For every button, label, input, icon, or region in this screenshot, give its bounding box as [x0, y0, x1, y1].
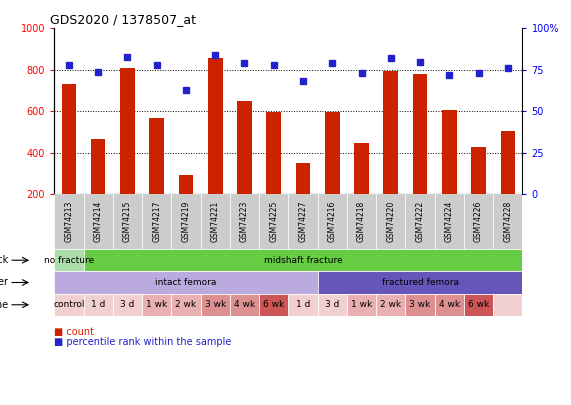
Bar: [150, 117, 164, 194]
Bar: [471, 147, 486, 194]
Bar: [54, 271, 317, 294]
Bar: [237, 101, 252, 194]
Bar: [54, 294, 83, 316]
Text: GSM74221: GSM74221: [211, 201, 220, 242]
Text: ■ count: ■ count: [54, 327, 94, 337]
Text: 2 wk: 2 wk: [175, 300, 196, 309]
Text: 1 d: 1 d: [91, 300, 105, 309]
Text: ■ percentile rank within the sample: ■ percentile rank within the sample: [54, 337, 232, 347]
Text: GSM74224: GSM74224: [445, 201, 454, 243]
Bar: [435, 194, 464, 249]
Bar: [142, 294, 171, 316]
Text: 1 wk: 1 wk: [351, 300, 372, 309]
Bar: [83, 194, 112, 249]
Bar: [179, 175, 193, 194]
Bar: [384, 71, 398, 194]
Bar: [267, 113, 281, 194]
Text: GSM74214: GSM74214: [94, 201, 103, 243]
Text: other: other: [0, 277, 9, 288]
Text: 3 wk: 3 wk: [409, 300, 431, 309]
Text: GSM74217: GSM74217: [152, 201, 161, 243]
Bar: [325, 113, 340, 194]
Bar: [435, 294, 464, 316]
Text: GSM74218: GSM74218: [357, 201, 366, 242]
Text: GDS2020 / 1378507_at: GDS2020 / 1378507_at: [50, 13, 195, 26]
Text: no fracture: no fracture: [44, 256, 94, 265]
Bar: [354, 143, 369, 194]
Bar: [376, 294, 405, 316]
Bar: [171, 294, 200, 316]
Text: fractured femora: fractured femora: [381, 278, 459, 287]
Text: 2 wk: 2 wk: [380, 300, 401, 309]
Text: 6 wk: 6 wk: [263, 300, 284, 309]
Bar: [208, 58, 223, 194]
Text: control: control: [53, 300, 85, 309]
Bar: [120, 68, 135, 194]
Text: 6 wk: 6 wk: [468, 300, 489, 309]
Text: GSM74227: GSM74227: [299, 201, 308, 243]
Text: 3 wk: 3 wk: [204, 300, 226, 309]
Text: midshaft fracture: midshaft fracture: [264, 256, 342, 265]
Text: intact femora: intact femora: [155, 278, 216, 287]
Bar: [54, 249, 83, 271]
Text: GSM74213: GSM74213: [65, 201, 74, 243]
Text: 4 wk: 4 wk: [234, 300, 255, 309]
Bar: [288, 194, 317, 249]
Bar: [347, 294, 376, 316]
Bar: [259, 194, 288, 249]
Bar: [296, 163, 310, 194]
Bar: [317, 271, 522, 294]
Text: GSM74216: GSM74216: [328, 201, 337, 243]
Bar: [493, 294, 522, 316]
Bar: [376, 194, 405, 249]
Bar: [405, 294, 435, 316]
Text: GSM74226: GSM74226: [474, 201, 483, 243]
Bar: [259, 294, 288, 316]
Text: 4 wk: 4 wk: [439, 300, 460, 309]
Text: 1 d: 1 d: [296, 300, 310, 309]
Text: 3 d: 3 d: [325, 300, 339, 309]
Bar: [442, 110, 457, 194]
Text: 1 wk: 1 wk: [146, 300, 167, 309]
Bar: [54, 194, 83, 249]
Text: 3 d: 3 d: [120, 300, 135, 309]
Text: GSM74219: GSM74219: [182, 201, 191, 243]
Text: GSM74220: GSM74220: [386, 201, 395, 243]
Bar: [501, 131, 515, 194]
Bar: [347, 194, 376, 249]
Bar: [83, 294, 112, 316]
Text: GSM74215: GSM74215: [123, 201, 132, 243]
Bar: [200, 194, 230, 249]
Text: GSM74225: GSM74225: [269, 201, 278, 243]
Bar: [62, 84, 76, 194]
Text: GSM74223: GSM74223: [240, 201, 249, 243]
Bar: [405, 194, 435, 249]
Bar: [493, 194, 522, 249]
Bar: [413, 74, 427, 194]
Bar: [91, 139, 106, 194]
Text: GSM74228: GSM74228: [503, 201, 512, 242]
Bar: [142, 194, 171, 249]
Bar: [171, 194, 200, 249]
Bar: [230, 194, 259, 249]
Bar: [113, 194, 142, 249]
Bar: [464, 294, 493, 316]
Bar: [288, 294, 317, 316]
Bar: [317, 194, 347, 249]
Bar: [200, 294, 230, 316]
Bar: [464, 194, 493, 249]
Text: shock: shock: [0, 255, 9, 265]
Bar: [113, 294, 142, 316]
Text: time: time: [0, 300, 9, 310]
Text: GSM74222: GSM74222: [416, 201, 425, 242]
Bar: [317, 294, 347, 316]
Bar: [230, 294, 259, 316]
